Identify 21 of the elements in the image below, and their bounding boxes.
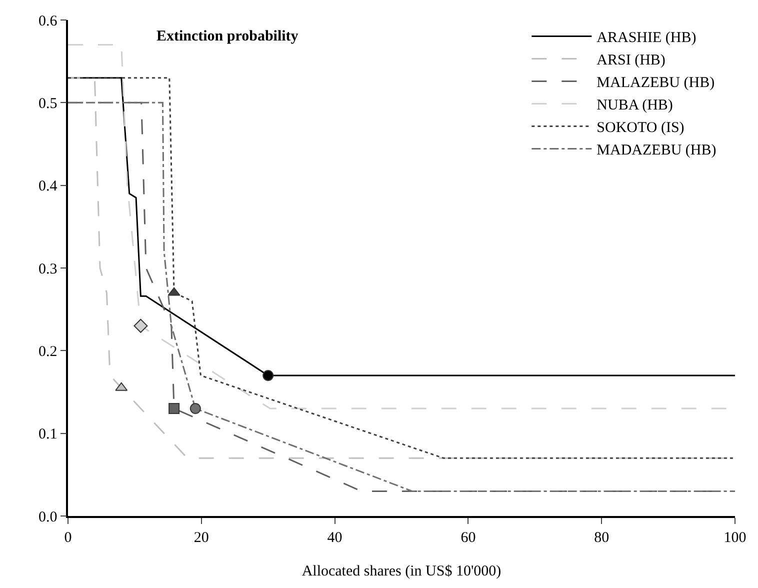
y-tick-label: 0.0	[38, 509, 58, 526]
x-tick-label: 80	[594, 530, 610, 546]
y-tick-label: 0.2	[38, 344, 58, 360]
legend-label: ARASHIE (HB)	[596, 30, 696, 46]
y-tick-label: 0.4	[38, 178, 58, 195]
x-tick-label: 40	[327, 530, 342, 546]
x-tick-label: 60	[460, 530, 476, 546]
legend-label: ARSI (HB)	[596, 52, 666, 69]
legend-label: MADAZEBU (HB)	[596, 142, 716, 159]
legend-label: SOKOTO (IS)	[596, 120, 684, 136]
x-tick-label: 20	[194, 530, 209, 546]
y-tick-label: 0.1	[38, 426, 58, 443]
legend-label: NUBA (HB)	[596, 98, 673, 114]
y-tick-label: 0.5	[38, 96, 58, 112]
x-tick-label: 100	[724, 530, 746, 546]
y-tick-label: 0.6	[38, 13, 58, 30]
y-tick-label: 0.3	[38, 261, 58, 278]
x-axis-title: Allocated shares (in US$ 10'000)	[302, 563, 502, 580]
text: Extinction probability	[156, 28, 299, 44]
x-tick-label: 0	[64, 530, 72, 546]
legend-label: MALAZEBU (HB)	[596, 75, 715, 92]
